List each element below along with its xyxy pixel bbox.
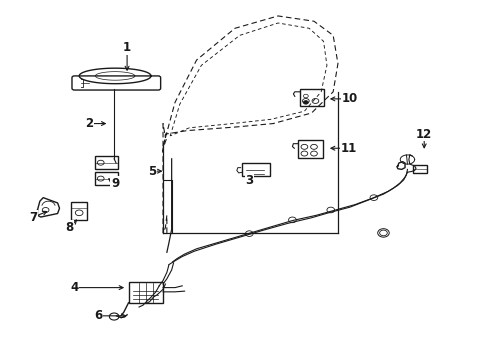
Text: 8: 8	[65, 221, 74, 234]
Text: 7: 7	[29, 211, 38, 224]
FancyBboxPatch shape	[72, 76, 160, 90]
FancyBboxPatch shape	[95, 172, 118, 185]
Text: 9: 9	[111, 177, 119, 190]
FancyBboxPatch shape	[128, 282, 163, 303]
Text: 10: 10	[341, 93, 357, 105]
FancyBboxPatch shape	[412, 165, 426, 173]
Text: 1: 1	[123, 41, 131, 54]
Text: 3: 3	[244, 174, 253, 186]
FancyBboxPatch shape	[298, 140, 323, 158]
FancyBboxPatch shape	[95, 156, 118, 170]
Text: 11: 11	[340, 142, 356, 155]
Circle shape	[303, 100, 307, 104]
Text: 6: 6	[94, 309, 102, 322]
FancyBboxPatch shape	[71, 202, 87, 220]
FancyBboxPatch shape	[242, 163, 269, 176]
Text: 12: 12	[415, 128, 431, 141]
FancyBboxPatch shape	[300, 89, 324, 106]
Text: 5: 5	[148, 165, 156, 178]
Text: 2: 2	[84, 117, 93, 130]
Text: 4: 4	[70, 281, 79, 294]
